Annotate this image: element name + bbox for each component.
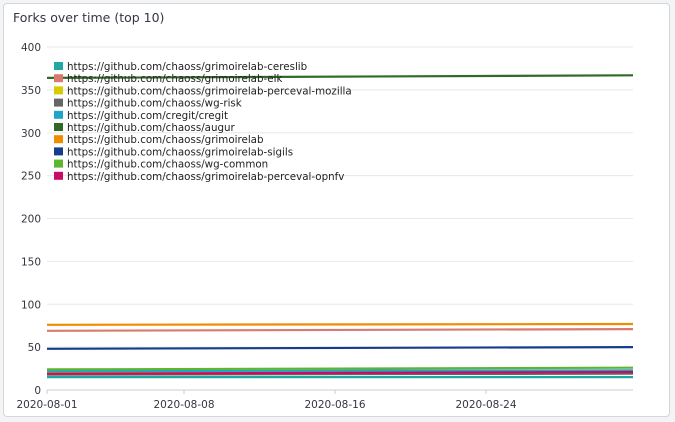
y-tick-label: 300 [21,128,41,140]
series-line [46,346,634,350]
legend-item[interactable]: https://github.com/chaoss/grimoirelab-ce… [54,61,307,73]
series-line [46,366,634,371]
legend-item[interactable]: https://github.com/chaoss/grimoirelab-pe… [54,85,352,97]
series-lines [46,74,634,379]
series-line [46,328,634,332]
legend-label: https://github.com/chaoss/augur [67,122,236,134]
y-tick-label: 350 [21,85,41,97]
legend-swatch [54,110,63,119]
legend-swatch [54,62,63,70]
legend-swatch [54,98,63,107]
gridlines [47,46,633,391]
legend-label: https://github.com/chaoss/grimoirelab-el… [67,73,282,85]
series-line [46,74,634,79]
legend-item[interactable]: https://github.com/chaoss/grimoirelab [54,134,264,146]
legend-label: https://github.com/chaoss/grimoirelab-ce… [67,61,307,73]
y-tick-label: 0 [34,385,41,397]
legend-item[interactable]: https://github.com/cregit/cregit [54,110,228,122]
legend-label: https://github.com/chaoss/wg-common [67,159,268,171]
x-tick-label: 2020-08-16 [304,399,365,411]
y-tick-label: 200 [21,214,41,226]
legend-label: https://github.com/chaoss/grimoirelab-si… [67,146,293,158]
legend-swatch [54,171,63,180]
x-tick-label: 2020-08-08 [153,399,214,411]
legend-item[interactable]: https://github.com/chaoss/grimoirelab-si… [54,146,293,158]
y-tick-label: 150 [21,256,41,268]
series-line [46,322,634,326]
legend-item[interactable]: https://github.com/chaoss/grimoirelab-pe… [54,171,344,183]
legend-item[interactable]: https://github.com/chaoss/augur [54,122,236,134]
panel-title: Forks over time (top 10) [13,10,165,25]
y-axis-labels: 0 50 100 150 200 250 300 350 400 [21,42,41,397]
legend-swatch [54,135,63,144]
legend-label: https://github.com/chaoss/grimoirelab [67,134,264,146]
legend-item[interactable]: https://github.com/chaoss/wg-common [54,159,268,171]
y-tick-label: 400 [21,42,41,54]
series-line [46,370,634,375]
x-tick-label: 2020-08-24 [455,399,516,411]
x-tick-label: 2020-08-01 [16,399,77,411]
y-tick-label: 100 [21,299,41,311]
legend-label: https://github.com/cregit/cregit [67,110,228,122]
legend-label: https://github.com/chaoss/grimoirelab-pe… [67,171,344,183]
legend-swatch [54,147,63,156]
legend-swatch [54,74,63,83]
x-axis: 2020-08-01 2020-08-08 2020-08-16 2020-08-24 [16,390,517,411]
legend-item[interactable]: https://github.com/chaoss/grimoirelab-el… [54,73,282,85]
legend-label: https://github.com/chaoss/grimoirelab-pe… [67,85,352,97]
y-tick-label: 250 [21,171,41,183]
legend-swatch [54,86,63,95]
legend[interactable]: https://github.com/chaoss/grimoirelab-ce… [54,61,352,183]
legend-swatch [54,123,63,131]
legend-label: https://github.com/chaoss/wg-risk [67,98,242,110]
y-tick-label: 50 [28,342,41,354]
legend-item[interactable]: https://github.com/chaoss/wg-risk [54,98,242,110]
legend-swatch [54,159,63,168]
series-line [46,369,634,373]
